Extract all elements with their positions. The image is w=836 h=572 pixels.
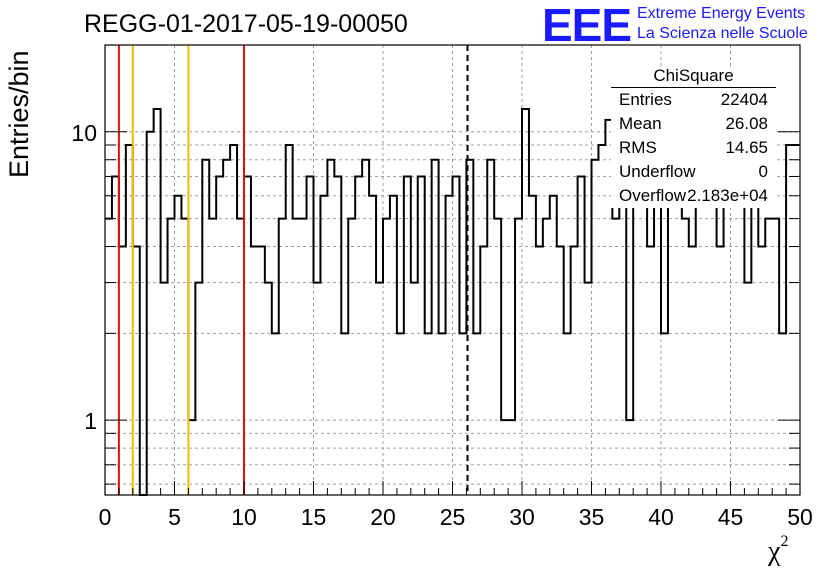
chart-title: REGG-01-2017-05-19-00050 [84, 10, 408, 38]
stats-label: Overflow [619, 186, 687, 205]
logo-caption: Extreme Energy Events La Scienza nelle S… [637, 4, 808, 44]
stats-row-mean: Mean 26.08 [611, 112, 776, 136]
stats-row-entries: Entries 22404 [611, 88, 776, 112]
x-axis-label: χ2 [768, 532, 789, 567]
logo-line-2: La Scienza nelle Scuole [637, 25, 808, 42]
axis-ticks [104, 44, 801, 495]
x-tick-label: 0 [99, 504, 112, 530]
stats-value: 2.183e+04 [687, 186, 768, 205]
stats-label: Mean [619, 114, 662, 133]
stats-value: 26.08 [725, 114, 768, 133]
stats-label: Underflow [619, 162, 696, 181]
stats-row-rms: RMS 14.65 [611, 136, 776, 160]
stats-box: ChiSquare Entries 22404 Mean 26.08 RMS 1… [611, 66, 776, 208]
logo-line-1: Extreme Energy Events [637, 5, 806, 22]
x-tick-label: 15 [301, 504, 327, 530]
stats-value: 14.65 [725, 138, 768, 157]
x-tick-label: 25 [440, 504, 466, 530]
y-tick-label: 1 [84, 408, 97, 434]
x-tick-label: 5 [168, 504, 181, 530]
tick-labels: 0 5 10 15 20 25 30 35 40 45 50 1 10 [71, 120, 812, 530]
stats-label: Entries [619, 90, 672, 109]
stats-title: ChiSquare [611, 66, 776, 88]
x-tick-label: 30 [509, 504, 535, 530]
y-axis-label: Entries/bin [4, 50, 34, 178]
cut-lines [117, 45, 469, 495]
x-tick-label: 50 [787, 504, 813, 530]
y-tick-label: 10 [71, 120, 97, 146]
x-tick-label: 10 [231, 504, 257, 530]
stats-label: RMS [619, 138, 657, 157]
eee-logo: EEE [542, 0, 632, 51]
x-tick-label: 35 [579, 504, 605, 530]
x-tick-label: 20 [370, 504, 396, 530]
stats-value: 22404 [720, 90, 768, 109]
x-tick-label: 45 [718, 504, 744, 530]
stats-row-overflow: Overflow 2.183e+04 [611, 184, 776, 208]
stats-value: 0 [758, 162, 768, 181]
stats-row-underflow: Underflow 0 [611, 160, 776, 184]
x-tick-label: 40 [648, 504, 674, 530]
